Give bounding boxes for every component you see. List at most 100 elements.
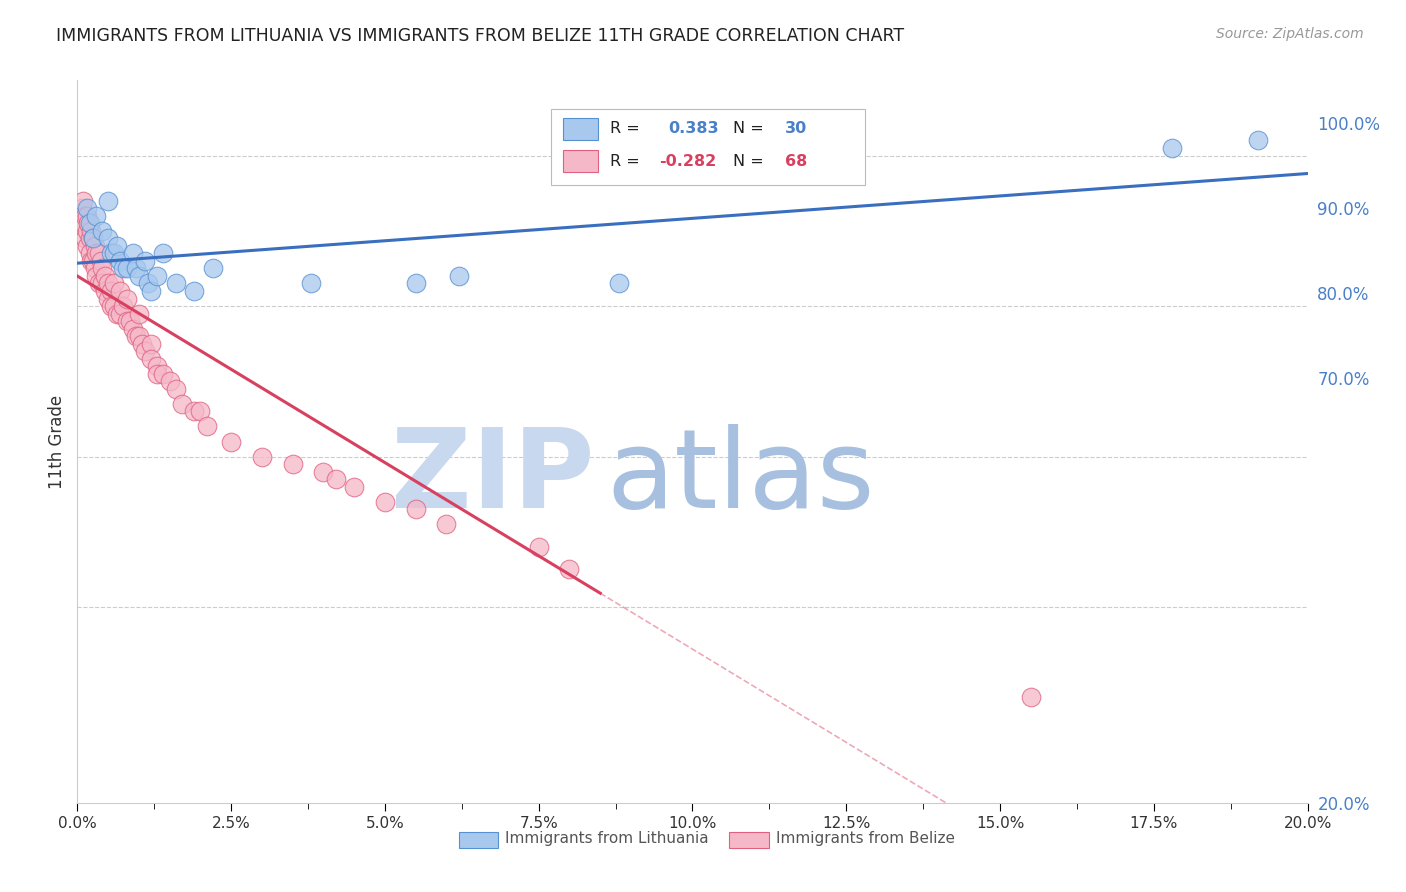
Point: [115, 261, 138, 276]
Point: [1161, 141, 1184, 155]
Point: [1019, 690, 1042, 705]
Text: ZIP: ZIP: [391, 425, 595, 531]
Point: [72, 216, 94, 230]
Point: [105, 239, 128, 253]
Point: [134, 253, 156, 268]
Point: [131, 336, 153, 351]
Point: [87, 246, 110, 260]
Point: [165, 382, 187, 396]
Point: [219, 434, 242, 449]
Point: [188, 404, 212, 418]
Text: Immigrants from Lithuania: Immigrants from Lithuania: [506, 831, 709, 847]
Point: [100, 299, 122, 313]
Point: [84, 268, 107, 283]
Point: [110, 284, 132, 298]
Point: [90, 224, 114, 238]
Point: [76, 201, 98, 215]
Point: [146, 367, 169, 381]
Point: [152, 367, 174, 381]
Point: [250, 450, 273, 464]
Point: [105, 307, 128, 321]
Point: [97, 194, 120, 208]
Point: [128, 268, 150, 283]
Point: [343, 480, 366, 494]
Point: [201, 261, 224, 276]
Point: [79, 246, 101, 260]
FancyBboxPatch shape: [730, 831, 769, 847]
Point: [146, 359, 169, 374]
Point: [90, 253, 112, 268]
Point: [128, 329, 150, 343]
Point: [527, 540, 550, 554]
Point: [76, 224, 98, 238]
Point: [103, 299, 125, 313]
Point: [103, 246, 125, 260]
Point: [312, 465, 335, 479]
Text: Immigrants from Belize: Immigrants from Belize: [776, 831, 955, 847]
Point: [110, 253, 132, 268]
Text: 0.383: 0.383: [668, 121, 718, 136]
Point: [87, 277, 110, 291]
Text: IMMIGRANTS FROM LITHUANIA VS IMMIGRANTS FROM BELIZE 11TH GRADE CORRELATION CHART: IMMIGRANTS FROM LITHUANIA VS IMMIGRANTS …: [56, 27, 904, 45]
Point: [436, 517, 458, 532]
Point: [170, 397, 193, 411]
Point: [90, 277, 114, 291]
Point: [84, 246, 107, 260]
Point: [121, 246, 143, 260]
Point: [195, 419, 218, 434]
FancyBboxPatch shape: [564, 151, 598, 172]
Text: atlas: atlas: [606, 425, 875, 531]
Point: [100, 284, 122, 298]
Point: [128, 307, 150, 321]
Point: [73, 209, 96, 223]
Point: [159, 375, 181, 389]
Point: [83, 261, 105, 276]
Text: N =: N =: [733, 153, 769, 169]
Point: [115, 292, 138, 306]
Point: [82, 253, 104, 268]
Point: [97, 277, 120, 291]
Point: [84, 209, 107, 223]
Text: 30: 30: [785, 121, 807, 136]
Point: [325, 472, 347, 486]
Point: [72, 194, 94, 208]
Point: [121, 321, 143, 335]
Point: [90, 261, 114, 276]
Text: 68: 68: [785, 153, 807, 169]
Point: [79, 216, 101, 230]
Point: [607, 277, 630, 291]
Point: [103, 277, 125, 291]
Point: [70, 201, 93, 215]
Text: N =: N =: [733, 121, 769, 136]
Point: [76, 209, 98, 223]
Point: [100, 246, 122, 260]
Point: [183, 284, 205, 298]
Point: [125, 261, 148, 276]
Point: [83, 239, 105, 253]
Point: [76, 239, 98, 253]
Point: [1247, 133, 1270, 147]
Text: R =: R =: [610, 153, 645, 169]
Point: [82, 231, 104, 245]
Text: -0.282: -0.282: [659, 153, 717, 169]
Point: [146, 268, 169, 283]
Point: [405, 502, 427, 516]
Point: [125, 329, 148, 343]
FancyBboxPatch shape: [458, 831, 498, 847]
Text: R =: R =: [610, 121, 650, 136]
FancyBboxPatch shape: [551, 109, 865, 185]
FancyBboxPatch shape: [564, 118, 598, 139]
Point: [405, 277, 427, 291]
Point: [94, 268, 117, 283]
Point: [558, 562, 581, 576]
Text: Source: ZipAtlas.com: Source: ZipAtlas.com: [1216, 27, 1364, 41]
Point: [79, 231, 101, 245]
Point: [374, 494, 396, 508]
Point: [447, 268, 470, 283]
Point: [141, 351, 163, 366]
Point: [281, 457, 304, 471]
Point: [110, 307, 132, 321]
Point: [136, 277, 159, 291]
Point: [183, 404, 205, 418]
Y-axis label: 11th Grade: 11th Grade: [48, 394, 66, 489]
